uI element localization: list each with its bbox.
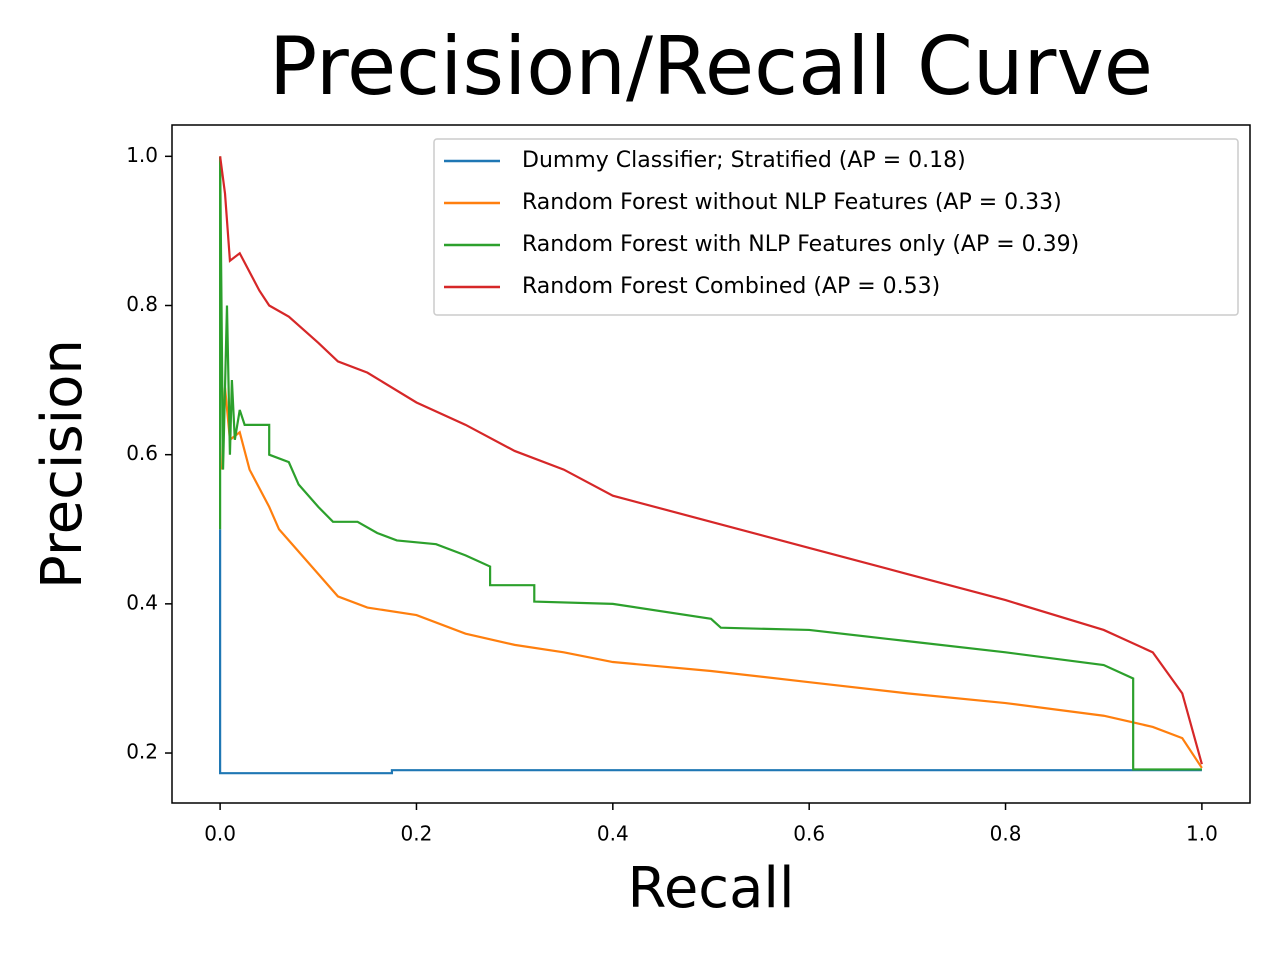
legend-box xyxy=(433,138,1239,316)
series-line xyxy=(219,156,1202,771)
y-tick-label: 0.4 xyxy=(126,590,158,614)
x-tick-label: 0.8 xyxy=(990,822,1022,846)
series-line xyxy=(219,156,1203,765)
x-tick-label: 0.6 xyxy=(793,822,825,846)
series-line xyxy=(220,387,1203,769)
x-tick-label: 0.2 xyxy=(401,822,433,846)
y-tick-label: 0.6 xyxy=(126,441,158,465)
chart-title: Precision/Recall Curve xyxy=(269,20,1153,113)
y-tick-label: 1.0 xyxy=(126,143,158,167)
x-tick-label: 0.0 xyxy=(204,822,236,846)
x-tick-label: 0.4 xyxy=(597,822,629,846)
y-axis-label: Precision xyxy=(30,339,95,589)
legend-label: Random Forest without NLP Features (AP =… xyxy=(522,190,1062,215)
legend-label: Random Forest with NLP Features only (AP… xyxy=(522,232,1079,257)
y-tick-label: 0.8 xyxy=(126,292,158,316)
x-tick-label: 1.0 xyxy=(1186,822,1218,846)
legend-label: Dummy Classifier; Stratified (AP = 0.18) xyxy=(522,148,966,173)
x-axis-label: Recall xyxy=(627,856,794,921)
plot-frame xyxy=(171,124,1251,804)
y-tick-label: 0.2 xyxy=(126,740,158,764)
series-line xyxy=(219,529,1202,775)
legend-label: Random Forest Combined (AP = 0.53) xyxy=(522,274,940,299)
